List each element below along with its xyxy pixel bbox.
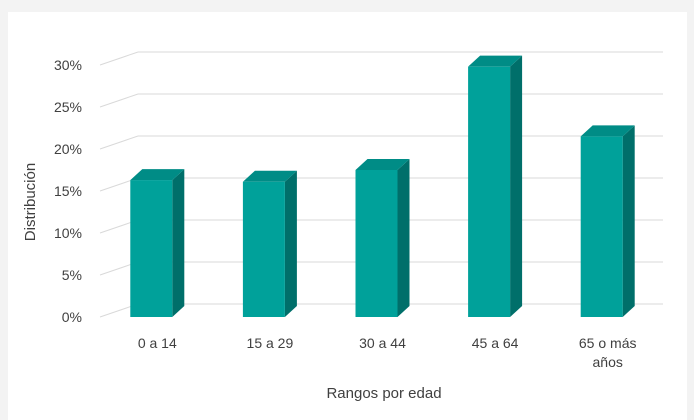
y-tick-label: 5% <box>62 267 82 283</box>
bar-top <box>580 125 635 137</box>
y-tick-label: 20% <box>54 141 82 157</box>
bar-4 <box>468 55 523 318</box>
bar-2 <box>242 170 297 317</box>
bar-front <box>242 181 285 317</box>
bar-3 <box>355 159 410 317</box>
bar-top <box>468 55 523 67</box>
bars <box>130 55 635 318</box>
chart-container: 0% 5% 10% 15% 20% 25% 30% 0 a 14 15 a 29 30 a 44… <box>8 12 687 420</box>
gridline-diagonal <box>99 51 139 66</box>
bar-side <box>510 55 523 318</box>
bar-top <box>355 159 410 170</box>
gridline-diagonal <box>99 93 139 108</box>
gridline-diagonal <box>99 135 139 150</box>
x-axis-title: Rangos por edad <box>326 385 441 402</box>
bar-front <box>468 66 511 318</box>
bar-1 <box>130 169 185 317</box>
bar-5 <box>580 125 635 318</box>
y-tick-label: 25% <box>54 99 82 115</box>
y-tick-label: 10% <box>54 225 82 241</box>
y-axis-ticks: 0% 5% 10% 15% 20% 25% 30% <box>54 57 82 325</box>
x-tick-label: 65 o más años <box>579 335 637 370</box>
bar-top <box>242 170 297 182</box>
bar-top <box>130 169 185 181</box>
x-tick-label: 15 a 29 <box>247 335 294 351</box>
bar-side <box>284 170 297 317</box>
bar-front <box>355 170 398 317</box>
bar-side <box>622 125 635 318</box>
x-tick-label: 0 a 14 <box>138 335 177 351</box>
bar-front <box>130 180 173 317</box>
bar-side <box>172 169 185 317</box>
x-tick-label: 30 a 44 <box>359 335 406 351</box>
y-axis-title: Distribución <box>22 163 39 241</box>
x-axis-labels: 0 a 14 15 a 29 30 a 44 45 a 64 65 o más años <box>138 335 637 370</box>
bar-front <box>580 136 623 317</box>
y-tick-label: 0% <box>62 309 82 325</box>
x-tick-label: 45 a 64 <box>472 335 519 351</box>
y-tick-label: 15% <box>54 183 82 199</box>
bar-side <box>397 159 410 317</box>
bar-chart: 0% 5% 10% 15% 20% 25% 30% 0 a 14 15 a 29 30 a 44… <box>22 51 663 402</box>
y-tick-label: 30% <box>54 57 82 73</box>
